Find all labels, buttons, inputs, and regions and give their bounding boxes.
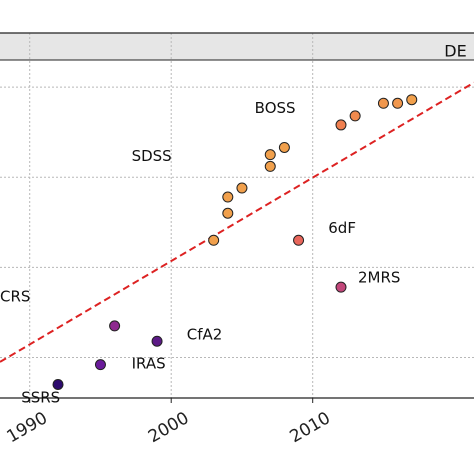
data-point-15 (377, 97, 389, 109)
data-point-9 (264, 149, 276, 161)
data-point-8 (264, 160, 276, 172)
data-point-10 (278, 141, 290, 153)
trend-line-layer (0, 81, 474, 363)
points-layer (52, 94, 418, 390)
trend-line (0, 81, 474, 363)
annotation-cfa2: CfA2 (187, 325, 223, 343)
data-point-0 (52, 378, 64, 390)
annotation-ssrs: SSRS (21, 389, 60, 407)
data-point-14 (349, 110, 361, 122)
data-point-1 (94, 359, 106, 371)
data-point-12 (335, 281, 347, 293)
data-point-7 (236, 182, 248, 194)
annotation-layer: SSRS IRAS CfA2 CRS SDSS BOSS 6dF 2MRS DE (0, 41, 467, 406)
annotation-iras: IRAS (132, 354, 166, 372)
data-point-11 (293, 234, 305, 246)
data-point-4 (208, 234, 220, 246)
data-point-2 (109, 320, 121, 332)
x-tick-label-2000: 2000 (145, 408, 192, 447)
data-point-17 (406, 94, 418, 106)
data-point-5 (222, 207, 234, 219)
x-tick-label-1990: 1990 (3, 408, 50, 447)
x-tick-label-2010: 2010 (286, 408, 333, 447)
annotation-boss: BOSS (255, 99, 296, 117)
annotation-6df: 6dF (328, 219, 356, 237)
data-point-16 (392, 97, 404, 109)
annotation-de: DE (444, 41, 466, 60)
grid-layer (0, 33, 474, 398)
data-point-3 (151, 335, 163, 347)
annotation-2mrs: 2MRS (358, 269, 400, 287)
axes-layer (0, 32, 474, 403)
annotation-crs: CRS (0, 288, 30, 306)
annotation-sdss: SDSS (132, 147, 172, 165)
data-point-6 (222, 191, 234, 203)
shaded-band (0, 33, 474, 61)
shaded-band-layer (0, 33, 474, 61)
data-point-13 (335, 119, 347, 131)
x-tick-label-layer: 1990 2000 2010 (3, 408, 333, 447)
